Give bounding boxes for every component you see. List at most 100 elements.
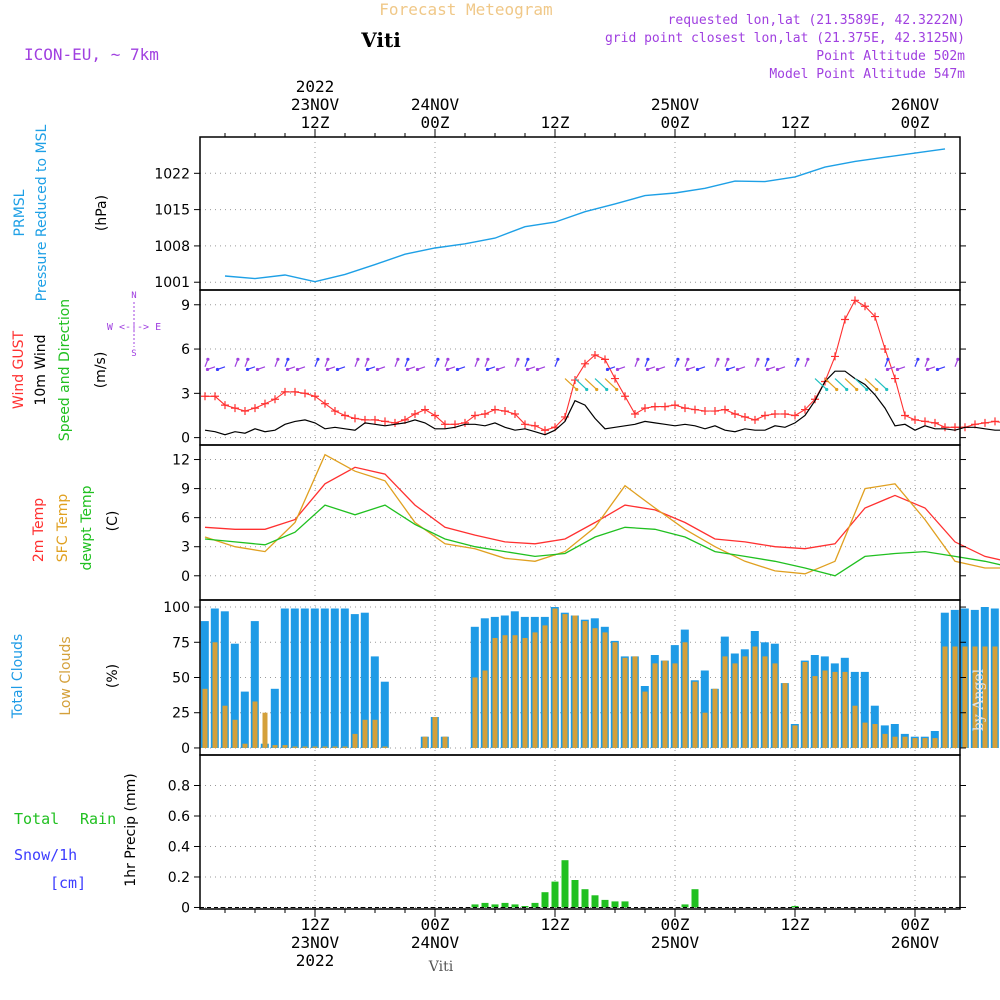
low-cloud-bar (342, 746, 348, 748)
gust-marker (721, 405, 729, 414)
grid-point-coords: grid point closest lon,lat (21.375E, 42.… (605, 31, 965, 46)
low-cloud-bar (372, 719, 378, 748)
total-cloud-bar (700, 670, 709, 748)
wind-arrow-head (356, 357, 360, 361)
wind-arrow-head (895, 367, 900, 372)
total-cloud-bar (200, 621, 209, 748)
low-cloud-bar (552, 608, 558, 748)
gust-marker (751, 415, 759, 424)
wind-arrow-head (325, 367, 330, 372)
total-cloud-bar (370, 656, 379, 748)
gust-marker (641, 404, 649, 413)
model-altitude: Model Point Altitude 547m (769, 67, 965, 82)
precip-panel-frame (199, 754, 961, 910)
wind-arrow-head (526, 357, 530, 361)
gust-marker (221, 401, 229, 410)
total-cloud-bar (300, 608, 309, 748)
wind-arrow-head (685, 367, 690, 372)
clouds-tick-label: 25 (172, 706, 190, 722)
bottom-hour-label: 12Z (301, 915, 330, 934)
top-date-label: 26NOV (891, 95, 940, 114)
precip-bar (511, 904, 519, 908)
low-cloud-bar (702, 712, 708, 748)
wind-arrow-head (326, 357, 330, 361)
bottom-date-label: 23NOV (291, 933, 340, 952)
low-cloud-bar (442, 736, 448, 748)
low-cloud-bar (212, 642, 218, 748)
gust-marker (611, 374, 619, 383)
wind-arrow-head (615, 367, 620, 372)
low-cloud-bar (262, 712, 268, 748)
gust-marker (411, 410, 419, 418)
gust-marker (711, 407, 719, 416)
wind-direction-arrow (844, 378, 858, 390)
low-cloud-bar (782, 683, 788, 748)
total-cloud-bar (890, 724, 899, 748)
wind-arrow-head (316, 357, 320, 361)
pressure-labels: PRMSL Pressure Reduced to MSL (hPa) (12, 124, 110, 301)
low-cloud-bar (252, 701, 258, 748)
top-date-label: 23NOV (291, 95, 340, 114)
gust-marker (681, 404, 689, 413)
low-cloud-bar (742, 656, 748, 748)
wind-arrow-head (605, 367, 610, 372)
compass-north: N (131, 291, 136, 301)
pressure-unit: (hPa) (94, 195, 110, 231)
total-cloud-bar (270, 688, 279, 748)
gust-marker (911, 415, 919, 424)
wind-arrow-head (476, 357, 480, 361)
wind-direction-arrow (574, 378, 588, 390)
low-cloud-bar (692, 681, 698, 748)
precip-label-rain: Rain (80, 810, 116, 828)
wind-arrow-head (636, 357, 640, 361)
gust-marker (901, 411, 909, 420)
gust-marker (471, 411, 479, 420)
wind-unit: (m/s) (93, 352, 109, 389)
watermark: by Angel (971, 668, 987, 731)
wind-direction-arrow (564, 378, 578, 390)
gust-marker (531, 421, 539, 430)
low-cloud-bar (932, 738, 938, 748)
low-cloud-bar (752, 646, 758, 748)
low-cloud-bar (332, 746, 338, 748)
low-cloud-bar (732, 663, 738, 748)
wind-direction-arrow (824, 378, 838, 390)
precip-bar (531, 902, 539, 908)
low-cloud-bar (802, 662, 808, 748)
wind-arrow-head (825, 387, 829, 392)
gust-marker (281, 387, 289, 396)
wind-label-speed-dir: Speed and Direction (57, 299, 73, 441)
pressure-label-prmsl: PRMSL (12, 189, 28, 236)
precip-ylabel: 1hr Precip (mm) (123, 773, 139, 886)
cloud-label-total: Total Clouds (10, 634, 26, 719)
gust-marker (291, 387, 299, 396)
total-cloud-bar (250, 621, 259, 748)
gust-marker (201, 392, 209, 401)
total-cloud-bar (310, 608, 319, 748)
temp-label-2m: 2m Temp (31, 498, 47, 562)
low-cloud-bar (832, 671, 838, 748)
gust-marker (621, 392, 629, 401)
top-hour-label: 12Z (301, 113, 330, 132)
clouds-tick-label: 100 (163, 600, 190, 616)
low-cloud-bar (812, 676, 818, 748)
wind-arrow-head (676, 357, 680, 361)
wind-arrow-head (535, 367, 540, 372)
top-year-label: 2022 (296, 77, 335, 96)
low-cloud-bar (292, 746, 298, 748)
pressure-tick-label: 1022 (154, 166, 190, 182)
low-cloud-bar (542, 625, 548, 748)
wind-arrow-head (886, 357, 890, 361)
low-cloud-bar (482, 670, 488, 748)
bottom-hour-label: 12Z (781, 915, 810, 934)
low-cloud-bar (612, 642, 618, 748)
low-cloud-bar (502, 635, 508, 748)
gust-marker (371, 415, 379, 424)
low-cloud-bar (302, 746, 308, 748)
gust-marker (701, 407, 709, 416)
station-name: Viti (360, 28, 401, 52)
wind-arrow-head (885, 387, 889, 392)
low-cloud-bar (602, 632, 608, 748)
wind-panel-frame (199, 289, 961, 446)
